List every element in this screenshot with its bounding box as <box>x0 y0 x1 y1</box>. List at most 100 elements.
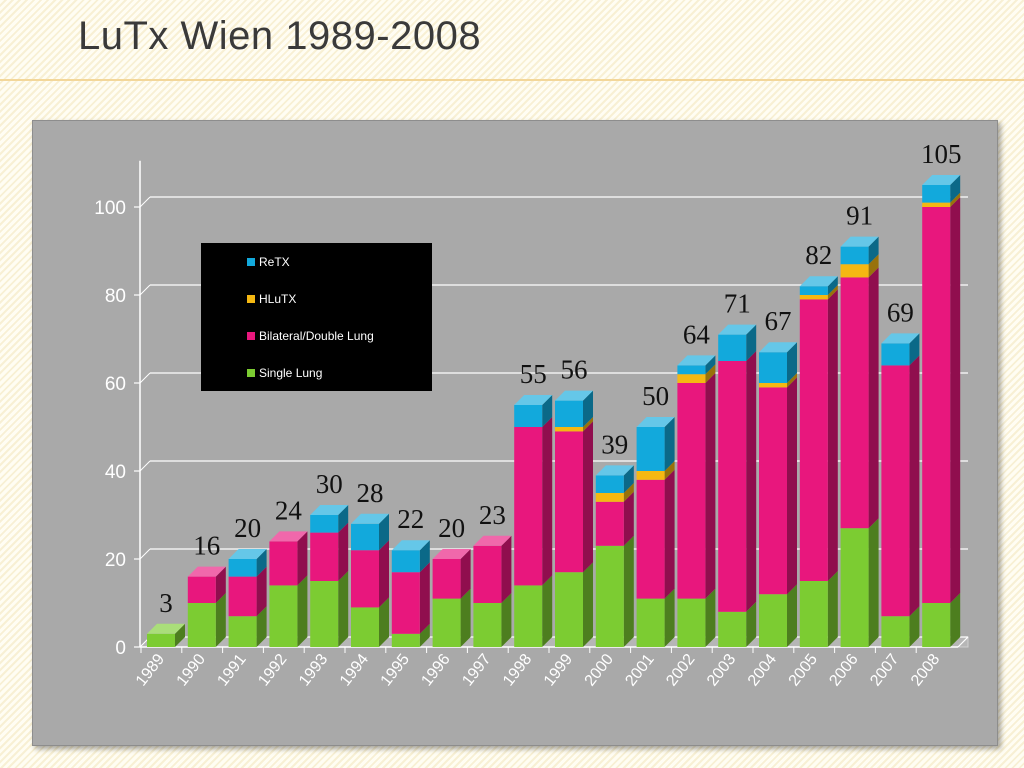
bar-segment <box>799 299 828 581</box>
bar-segment <box>881 343 910 366</box>
y-tick-label: 60 <box>105 374 126 395</box>
total-label: 50 <box>642 381 669 411</box>
x-tick-label: 2005 <box>786 651 821 690</box>
bar-segment <box>432 598 461 647</box>
bar-side <box>419 562 430 634</box>
bar-side <box>787 373 797 388</box>
bar-segment <box>922 207 951 603</box>
x-tick-label: 1993 <box>296 651 331 690</box>
bar-side <box>542 417 553 586</box>
x-tick-label: 1998 <box>500 651 535 690</box>
bar-segment <box>636 598 665 647</box>
x-tick-label: 1994 <box>337 651 372 690</box>
bar-top <box>147 623 185 634</box>
bar-segment <box>677 374 706 383</box>
bar-side <box>583 390 593 427</box>
bar-segment <box>759 352 787 383</box>
x-tick-label: 1999 <box>541 651 576 690</box>
bar-side <box>664 469 675 599</box>
title-underline <box>0 79 1024 81</box>
bar-side <box>827 276 838 295</box>
bar-side <box>338 522 349 581</box>
bar-side <box>419 540 430 573</box>
bar-segment <box>228 616 257 647</box>
bar-segment <box>595 493 624 502</box>
x-tick-label: 2002 <box>663 651 698 690</box>
bar-segment <box>840 528 869 647</box>
bar-side <box>950 175 961 203</box>
y-tick-label: 20 <box>105 550 126 571</box>
bar-side <box>827 285 838 300</box>
bar-side <box>297 531 308 586</box>
bar-segment <box>514 405 543 427</box>
bar-segment <box>595 545 624 647</box>
legend-label: Single Lung <box>259 366 322 380</box>
bar-side <box>827 289 838 581</box>
bar-side <box>664 588 675 647</box>
bar-side <box>501 535 512 603</box>
legend-swatch <box>247 295 255 303</box>
bar-segment <box>310 532 339 581</box>
y-tick-label: 100 <box>94 198 126 219</box>
bar-side <box>868 267 879 529</box>
x-tick-label: 2003 <box>704 651 739 690</box>
bar-segment <box>718 361 747 612</box>
bar-segment <box>351 607 379 647</box>
total-label: 67 <box>765 306 792 336</box>
x-tick-label: 1995 <box>378 651 413 690</box>
bar-side <box>868 518 879 647</box>
total-label: 3 <box>159 588 173 618</box>
bar-top <box>391 540 430 551</box>
total-label: 39 <box>601 429 628 459</box>
legend-label: Bilateral/Double Lung <box>259 329 374 343</box>
legend-swatch <box>247 258 255 266</box>
bar-segment <box>310 581 339 647</box>
bar-side <box>379 597 389 647</box>
bar-top <box>310 505 349 515</box>
bar-side <box>583 562 593 647</box>
bar-side <box>787 342 797 383</box>
x-tick-label: 1996 <box>418 651 453 690</box>
bar-top <box>840 236 879 247</box>
legend-box <box>201 243 432 391</box>
bar-side <box>950 593 961 647</box>
bar-side <box>746 601 757 647</box>
bar-side <box>501 593 512 647</box>
total-label: 30 <box>316 469 343 499</box>
total-label: 16 <box>193 531 220 561</box>
x-tick-label: 2000 <box>582 651 617 690</box>
bar-top <box>514 395 553 405</box>
total-label: 24 <box>275 495 303 525</box>
bar-top <box>351 513 389 524</box>
total-label: 69 <box>887 297 914 327</box>
bar-segment <box>595 501 624 546</box>
x-tick-label: 2007 <box>867 651 902 690</box>
bar-segment <box>351 523 379 551</box>
gridline-diagonal <box>139 284 151 296</box>
x-tick-label: 1991 <box>214 651 249 690</box>
bar-segment <box>514 427 543 586</box>
x-tick-label: 1990 <box>174 651 209 690</box>
bar-segment <box>473 603 502 647</box>
bar-segment <box>555 400 583 427</box>
bar-side <box>256 549 267 577</box>
bar-segment <box>922 202 951 207</box>
bar-side <box>868 254 879 278</box>
bar-segment <box>677 598 706 647</box>
gridline-diagonal <box>139 460 151 472</box>
x-tick-label: 2001 <box>622 651 657 690</box>
bar-side <box>950 192 961 207</box>
total-label: 105 <box>921 139 962 169</box>
bar-top <box>799 276 838 287</box>
bar-segment <box>881 365 910 617</box>
bar-side <box>623 491 634 546</box>
gridline-diagonal <box>139 372 151 384</box>
bar-side <box>664 417 675 471</box>
bar-side <box>950 197 961 603</box>
gridline-diagonal <box>139 196 151 208</box>
bar-segment <box>595 475 624 493</box>
bar-side <box>705 588 716 647</box>
total-label: 71 <box>724 289 751 319</box>
legend-label: ReTX <box>259 255 290 269</box>
